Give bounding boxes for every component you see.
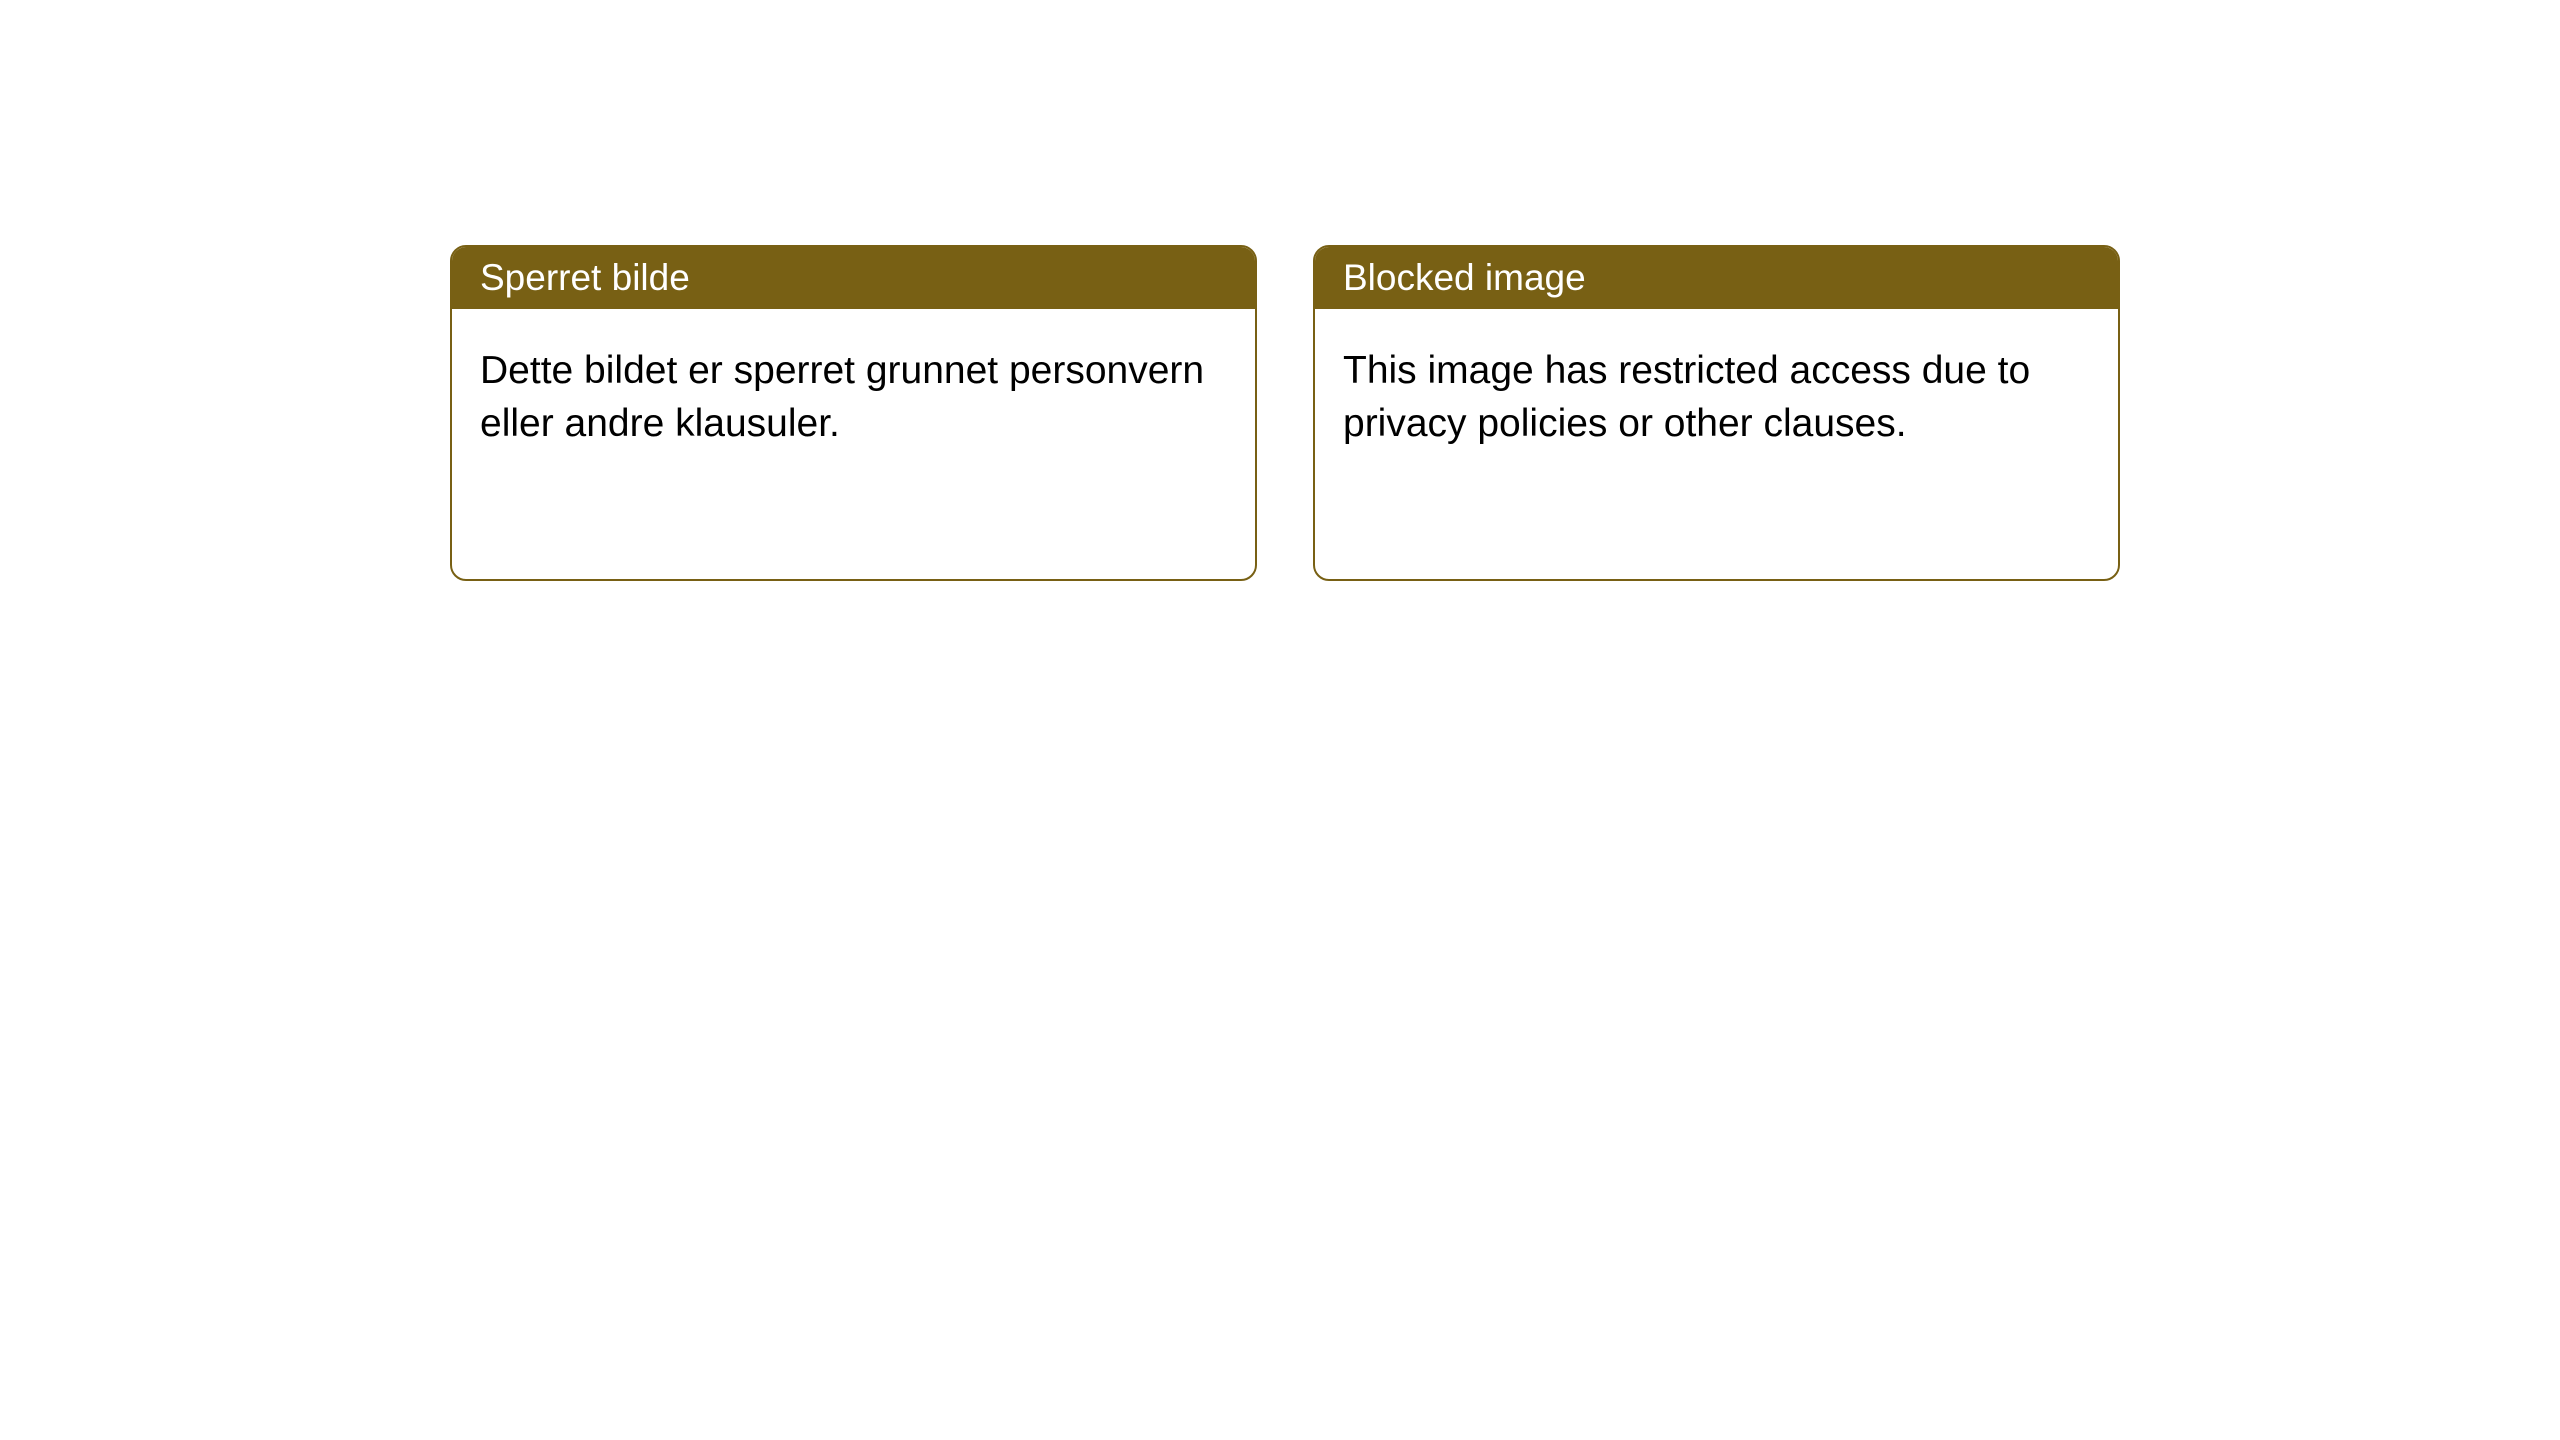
notice-card-norwegian: Sperret bilde Dette bildet er sperret gr… <box>450 245 1257 581</box>
card-body-text: This image has restricted access due to … <box>1343 349 2030 445</box>
card-body: Dette bildet er sperret grunnet personve… <box>452 309 1255 579</box>
card-header: Sperret bilde <box>452 247 1255 309</box>
card-container: Sperret bilde Dette bildet er sperret gr… <box>0 0 2560 581</box>
card-title: Blocked image <box>1343 257 1586 298</box>
card-body-text: Dette bildet er sperret grunnet personve… <box>480 349 1204 445</box>
card-title: Sperret bilde <box>480 257 690 298</box>
card-header: Blocked image <box>1315 247 2118 309</box>
card-body: This image has restricted access due to … <box>1315 309 2118 579</box>
notice-card-english: Blocked image This image has restricted … <box>1313 245 2120 581</box>
